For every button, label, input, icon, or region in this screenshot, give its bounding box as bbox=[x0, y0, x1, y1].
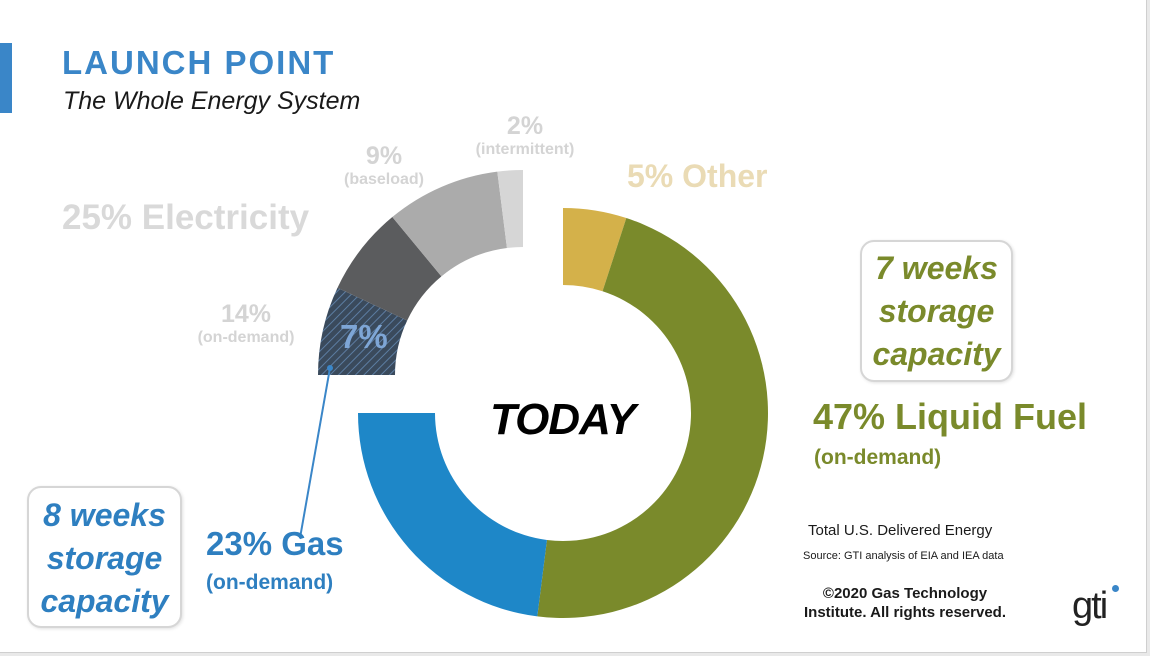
gas-callout-line: storage bbox=[46, 540, 163, 576]
gti-logo-dot bbox=[1112, 585, 1119, 592]
intermittent-pct: 2% bbox=[506, 112, 544, 140]
slide-subtitle: The Whole Energy System bbox=[63, 87, 361, 115]
intermittent-label: 2% (intermittent) bbox=[464, 112, 586, 159]
copyright: ©2020 Gas Technology Institute. All righ… bbox=[790, 584, 1020, 622]
donut-slice-electricity-baseload bbox=[392, 171, 507, 277]
donut-slice-electricity-on-demand-gas-share bbox=[318, 287, 408, 375]
intermittent-note: (intermittent) bbox=[475, 141, 575, 158]
copyright-line: ©2020 Gas Technology bbox=[822, 585, 988, 602]
accent-bar bbox=[0, 43, 12, 113]
gas-share-pointer-line bbox=[299, 367, 331, 539]
source-note: Source: GTI analysis of EIA and IEA data bbox=[803, 550, 1004, 562]
center-label: TODAY bbox=[490, 395, 636, 444]
liquid-callout-line: 7 weeks bbox=[875, 250, 998, 286]
donut-slice-gas bbox=[358, 413, 547, 617]
other-label: 5% Other bbox=[627, 158, 768, 194]
liquid-fuel-label: 47% Liquid Fuel bbox=[813, 396, 1088, 437]
gas-callout-line: 8 weeks bbox=[43, 497, 166, 533]
gas-label: 23% Gas bbox=[206, 525, 344, 562]
gas-share-label: 7% bbox=[340, 318, 388, 355]
baseload-note: (baseload) bbox=[343, 171, 424, 188]
liquid-callout-line: capacity bbox=[872, 336, 1001, 372]
gas-storage-callout: 8 weeks storage capacity bbox=[27, 486, 182, 628]
on-demand-pct: 14% bbox=[220, 300, 272, 328]
baseload-label: 9% (baseload) bbox=[335, 142, 433, 189]
liquid-storage-callout: 7 weeks storage capacity bbox=[860, 240, 1013, 382]
gti-logo: gti bbox=[1072, 585, 1108, 627]
gas-sub-label: (on-demand) bbox=[206, 571, 334, 594]
gas-callout-line: capacity bbox=[40, 583, 169, 619]
liquid-callout-line: storage bbox=[878, 293, 995, 329]
electricity-label: 25% Electricity bbox=[62, 198, 310, 237]
donut-slice-electricity-on-demand bbox=[337, 217, 442, 321]
donut-slice-electricity-intermittent bbox=[497, 170, 523, 249]
on-demand-label: 14% (on-demand) bbox=[190, 300, 302, 347]
baseload-pct: 9% bbox=[365, 142, 403, 170]
copyright-line: Institute. All rights reserved. bbox=[804, 604, 1006, 621]
donut-slice-other bbox=[563, 208, 627, 292]
source-title: Total U.S. Delivered Energy bbox=[808, 522, 993, 539]
slide-title: LAUNCH POINT bbox=[62, 44, 336, 81]
gas-share-pointer-dot bbox=[327, 365, 333, 371]
on-demand-note: (on-demand) bbox=[197, 329, 295, 346]
donut-slice-liquid-fuel bbox=[537, 218, 768, 618]
liquid-fuel-sub-label: (on-demand) bbox=[814, 446, 942, 469]
